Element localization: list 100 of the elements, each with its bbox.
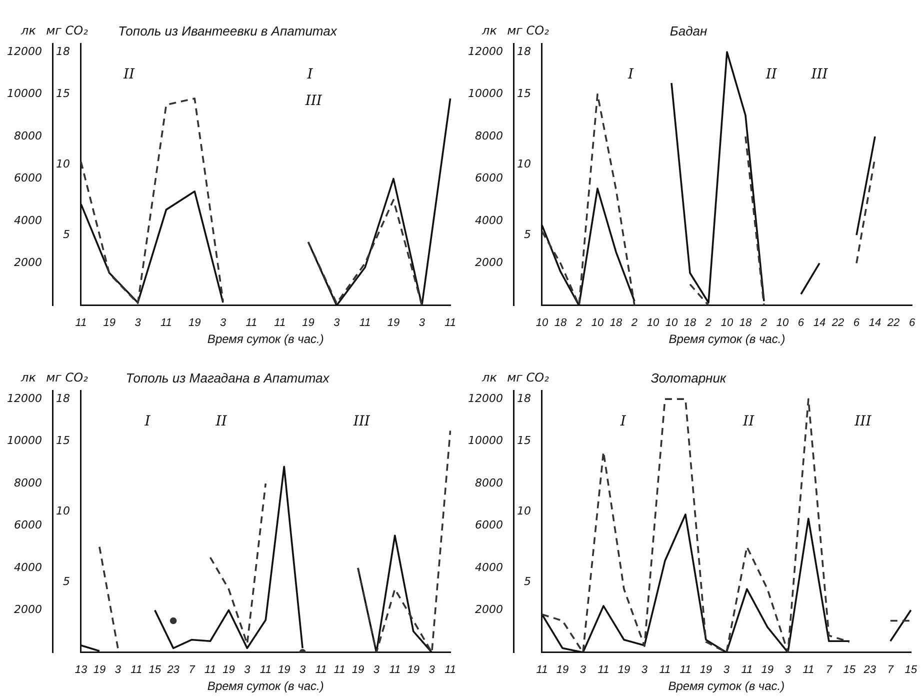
x-tick-label: 2 — [704, 317, 712, 330]
y2-axis-title: мг CO₂ — [507, 24, 550, 38]
x-tick-label: 11 — [130, 664, 142, 676]
x-tick-label: 19 — [387, 317, 400, 330]
x-tick-label: 19 — [761, 664, 774, 676]
x-tick-label: 19 — [700, 664, 712, 676]
x-tick-label: 10 — [536, 317, 549, 330]
x-tick-label: 11 — [444, 317, 456, 330]
y-tick-label: 8000 — [14, 476, 42, 490]
y2-tick-label: 15 — [516, 87, 531, 100]
x-axis-title: Время суток (в час.) — [207, 332, 324, 346]
annotation: I — [627, 66, 634, 83]
x-tick-label: 11 — [741, 664, 753, 676]
annotation: III — [352, 414, 370, 430]
x-tick-label: 11 — [246, 317, 258, 330]
x-tick-label: 3 — [220, 317, 227, 330]
x-tick-label: 11 — [536, 664, 548, 676]
x-tick-label: 3 — [334, 317, 341, 330]
y-tick-label: 10000 — [6, 434, 42, 448]
x-tick-label: 3 — [418, 317, 426, 330]
annotation: II — [122, 66, 135, 83]
x-tick-label: 11 — [334, 664, 346, 676]
x-tick-label: 15 — [148, 664, 162, 676]
chart-title: Бадан — [670, 23, 708, 38]
x-tick-label: 18 — [554, 317, 568, 330]
x-tick-label: 11 — [389, 664, 401, 676]
y2-axis-title: мг CO₂ — [507, 370, 550, 385]
y-tick-label: 6000 — [474, 172, 503, 185]
x-tick-label: 6 — [853, 317, 860, 330]
x-tick-label: 13 — [74, 664, 88, 676]
x-tick-label: 11 — [260, 664, 272, 676]
x-tick-label: 3 — [428, 664, 436, 676]
y-tick-label: 12000 — [468, 44, 503, 58]
x-tick-label: 3 — [244, 664, 252, 676]
x-tick-label: 6 — [798, 317, 805, 330]
y-axis-title: лк — [20, 370, 37, 385]
x-tick-label: 2 — [574, 317, 582, 330]
x-tick-label: 19 — [222, 664, 235, 676]
annotation: III — [854, 414, 872, 430]
y2-axis-title: мг CO₂ — [46, 370, 88, 385]
x-tick-label: 11 — [204, 664, 216, 676]
y-tick-label: 6000 — [14, 518, 42, 532]
y2-tick-label: 5 — [524, 228, 531, 241]
y-tick-label: 12000 — [468, 392, 503, 405]
y2-tick-label: 5 — [62, 574, 70, 588]
y2-tick-label: 18 — [56, 392, 70, 405]
x-tick-label: 2 — [630, 317, 638, 330]
y2-tick-label: 18 — [516, 44, 531, 58]
x-tick-label: 6 — [908, 317, 916, 330]
y2-tick-label: 10 — [56, 504, 70, 518]
annotation: II — [214, 414, 228, 430]
y2-tick-label: 5 — [524, 574, 531, 588]
y2-tick-label: 15 — [516, 434, 531, 448]
x-tick-label: 19 — [352, 664, 364, 676]
y-axis-title: лк — [481, 370, 498, 385]
y2-tick-label: 18 — [56, 44, 70, 58]
x-tick-label: 10 — [776, 317, 790, 330]
x-tick-label: 19 — [302, 317, 314, 330]
y-tick-label: 10000 — [468, 434, 503, 448]
x-tick-label: 11 — [315, 664, 327, 676]
y2-tick-label: 18 — [516, 392, 531, 405]
x-tick-label: 22 — [886, 317, 900, 330]
chart-title: Тополь из Магадана в Апатитах — [126, 370, 330, 386]
y-tick-label: 4000 — [474, 560, 503, 574]
x-tick-label: 14 — [813, 317, 826, 330]
x-tick-label: 3 — [723, 664, 730, 676]
x-tick-label: 3 — [300, 664, 307, 676]
y-tick-label: 8000 — [474, 129, 503, 142]
x-tick-label: 3 — [134, 317, 142, 330]
annotation: III — [304, 92, 322, 109]
x-axis-title: Время суток (в час.) — [207, 679, 324, 694]
x-tick-label: 3 — [373, 664, 380, 676]
x-tick-label: 11 — [444, 664, 456, 676]
y-tick-label: 12000 — [6, 392, 42, 405]
x-tick-label: 14 — [868, 317, 882, 330]
y-tick-label: 4000 — [474, 214, 503, 227]
x-axis-title: Время суток (в час.) — [668, 332, 786, 346]
x-tick-label: 7 — [188, 664, 196, 676]
x-tick-label: 11 — [75, 317, 87, 330]
y-tick-label: 10000 — [468, 87, 503, 100]
annotation: I — [306, 66, 314, 83]
x-tick-label: 22 — [830, 317, 844, 330]
y-tick-label: 8000 — [14, 129, 42, 142]
y2-axis-title: мг CO₂ — [46, 24, 88, 38]
annotation: I — [144, 414, 151, 430]
x-tick-label: 3 — [641, 664, 648, 676]
y-tick-label: 2000 — [14, 603, 42, 616]
x-axis-title: Время суток (в час.) — [668, 679, 785, 694]
x-tick-label: 19 — [278, 664, 290, 676]
x-tick-label: 18 — [684, 317, 697, 330]
x-tick-label: 19 — [618, 664, 630, 676]
x-tick-label: 18 — [610, 317, 623, 330]
x-tick-label: 3 — [784, 664, 792, 676]
y-tick-label: 2000 — [14, 256, 42, 270]
x-tick-label: 11 — [680, 664, 692, 676]
y2-tick-label: 15 — [56, 434, 70, 448]
y-tick-label: 4000 — [14, 214, 42, 227]
x-tick-label: 23 — [862, 664, 877, 676]
x-tick-label: 19 — [188, 317, 201, 330]
y-tick-label: 12000 — [6, 44, 42, 58]
